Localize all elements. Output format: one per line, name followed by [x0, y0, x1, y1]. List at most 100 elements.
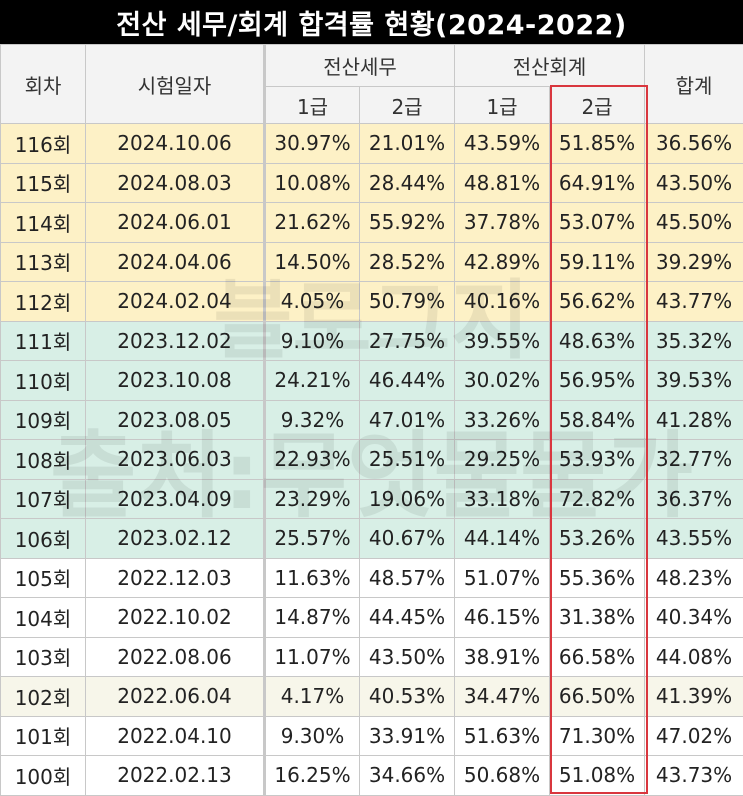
total-cell: 36.56% [645, 124, 743, 164]
total-cell: 43.77% [645, 282, 743, 322]
acc-grade2-cell: 53.93% [550, 440, 645, 480]
round-cell: 100회 [1, 756, 86, 796]
exam-date-cell: 2024.02.04 [86, 282, 265, 322]
acc-grade2-cell: 48.63% [550, 321, 645, 361]
round-cell: 101회 [1, 716, 86, 756]
page-title: 전산 세무/회계 합격률 현황(2024-2022) [0, 0, 743, 44]
tax-grade1-cell: 4.17% [265, 677, 360, 717]
acc-grade2-cell: 72.82% [550, 479, 645, 519]
acc-grade1-cell: 48.81% [455, 163, 550, 203]
total-cell: 43.50% [645, 163, 743, 203]
exam-date-cell: 2022.08.06 [86, 637, 265, 677]
round-cell: 115회 [1, 163, 86, 203]
acc-grade2-cell: 66.50% [550, 677, 645, 717]
total-cell: 35.32% [645, 321, 743, 361]
tax-grade2-cell: 55.92% [360, 203, 455, 243]
acc-grade1-cell: 34.47% [455, 677, 550, 717]
acc-grade1-cell: 33.18% [455, 479, 550, 519]
exam-date-cell: 2023.10.08 [86, 361, 265, 401]
tax-grade2-cell: 44.45% [360, 598, 455, 638]
acc-grade2-cell: 58.84% [550, 400, 645, 440]
acc-grade2-cell: 53.07% [550, 203, 645, 243]
round-cell: 110회 [1, 361, 86, 401]
round-cell: 107회 [1, 479, 86, 519]
header-tax-grade2: 2급 [360, 87, 455, 124]
header-accounting: 전산회계 [455, 45, 645, 87]
round-cell: 105회 [1, 558, 86, 598]
tax-grade2-cell: 46.44% [360, 361, 455, 401]
total-cell: 44.08% [645, 637, 743, 677]
tax-grade1-cell: 9.32% [265, 400, 360, 440]
round-cell: 113회 [1, 242, 86, 282]
total-cell: 47.02% [645, 716, 743, 756]
acc-grade1-cell: 33.26% [455, 400, 550, 440]
tax-grade2-cell: 25.51% [360, 440, 455, 480]
acc-grade2-cell: 59.11% [550, 242, 645, 282]
acc-grade2-cell: 56.62% [550, 282, 645, 322]
tax-grade1-cell: 9.30% [265, 716, 360, 756]
acc-grade2-cell: 64.91% [550, 163, 645, 203]
tax-grade2-cell: 43.50% [360, 637, 455, 677]
tax-grade1-cell: 24.21% [265, 361, 360, 401]
exam-date-cell: 2022.06.04 [86, 677, 265, 717]
tax-grade1-cell: 11.63% [265, 558, 360, 598]
acc-grade1-cell: 30.02% [455, 361, 550, 401]
tax-grade2-cell: 40.53% [360, 677, 455, 717]
acc-grade1-cell: 39.55% [455, 321, 550, 361]
round-cell: 114회 [1, 203, 86, 243]
tax-grade2-cell: 48.57% [360, 558, 455, 598]
acc-grade1-cell: 50.68% [455, 756, 550, 796]
exam-date-cell: 2022.02.13 [86, 756, 265, 796]
acc-grade2-cell: 66.58% [550, 637, 645, 677]
tax-grade2-cell: 47.01% [360, 400, 455, 440]
tax-grade1-cell: 16.25% [265, 756, 360, 796]
tax-grade1-cell: 9.10% [265, 321, 360, 361]
tax-grade2-cell: 50.79% [360, 282, 455, 322]
acc-grade1-cell: 37.78% [455, 203, 550, 243]
round-cell: 116회 [1, 124, 86, 164]
tax-grade2-cell: 34.66% [360, 756, 455, 796]
acc-grade1-cell: 29.25% [455, 440, 550, 480]
tax-grade1-cell: 22.93% [265, 440, 360, 480]
total-cell: 39.29% [645, 242, 743, 282]
acc-grade1-cell: 38.91% [455, 637, 550, 677]
total-cell: 45.50% [645, 203, 743, 243]
header-round: 회차 [1, 45, 86, 124]
acc-grade2-cell: 51.08% [550, 756, 645, 796]
total-cell: 36.37% [645, 479, 743, 519]
round-cell: 104회 [1, 598, 86, 638]
tax-grade1-cell: 30.97% [265, 124, 360, 164]
tax-grade1-cell: 11.07% [265, 637, 360, 677]
acc-grade2-cell: 31.38% [550, 598, 645, 638]
exam-date-cell: 2023.06.03 [86, 440, 265, 480]
round-cell: 108회 [1, 440, 86, 480]
exam-date-cell: 2024.08.03 [86, 163, 265, 203]
total-cell: 32.77% [645, 440, 743, 480]
exam-date-cell: 2024.06.01 [86, 203, 265, 243]
acc-grade1-cell: 51.63% [455, 716, 550, 756]
round-cell: 103회 [1, 637, 86, 677]
total-cell: 40.34% [645, 598, 743, 638]
tax-grade2-cell: 27.75% [360, 321, 455, 361]
header-tax-grade1: 1급 [265, 87, 360, 124]
exam-date-cell: 2022.12.03 [86, 558, 265, 598]
exam-date-cell: 2024.10.06 [86, 124, 265, 164]
tax-grade1-cell: 23.29% [265, 479, 360, 519]
tax-grade2-cell: 33.91% [360, 716, 455, 756]
exam-date-cell: 2023.02.12 [86, 519, 265, 559]
header-acc-grade2: 2급 [550, 87, 645, 124]
acc-grade2-cell: 51.85% [550, 124, 645, 164]
total-cell: 48.23% [645, 558, 743, 598]
